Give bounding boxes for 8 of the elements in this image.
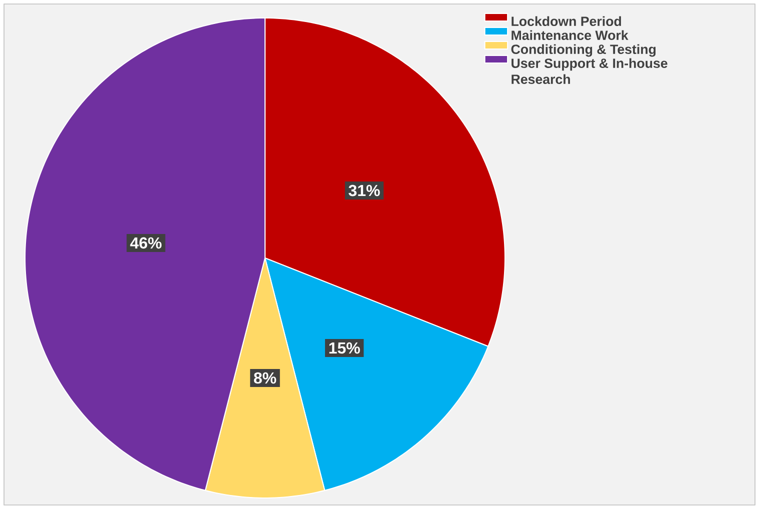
data-label: 46% [130, 237, 162, 249]
data-label: 8% [254, 372, 276, 384]
data-label: 15% [329, 342, 360, 354]
legend-label: Lockdown Period [512, 16, 622, 26]
legend-label: Conditioning & Testing [511, 44, 656, 57]
legend-label: User Support & In-house Research [512, 58, 668, 84]
data-label: 31% [348, 184, 380, 196]
legend-label: Maintenance Work [512, 30, 628, 40]
